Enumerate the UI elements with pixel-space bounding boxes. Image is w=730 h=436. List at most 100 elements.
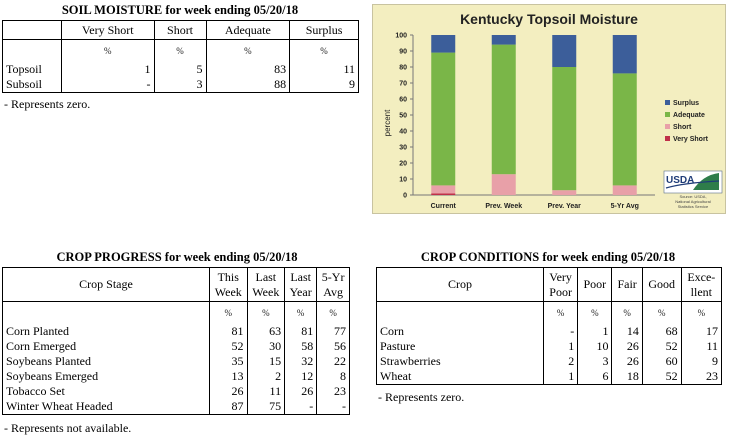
cell: - <box>61 76 155 93</box>
cell: 1 <box>542 368 579 385</box>
topsoil-chart: Kentucky Topsoil Moisture percent 0 10 20 3… <box>372 4 726 214</box>
cell: 5 <box>153 61 207 77</box>
x-tick-label: Current <box>431 203 457 210</box>
crop-stage-header: Crop Stage <box>2 267 210 302</box>
cell: 87 <box>209 398 248 415</box>
y-tick-label: 60 <box>399 97 407 104</box>
col-header: llent <box>690 284 712 299</box>
cell: 1 <box>577 323 613 339</box>
bar-segment-surplus <box>612 35 637 74</box>
row-label: Wheat <box>376 368 544 385</box>
crop-header: Crop <box>376 267 544 302</box>
cell: 52 <box>641 338 682 354</box>
cell: 13 <box>209 368 248 384</box>
col-header: Week <box>252 284 280 299</box>
unit-label: % <box>641 301 682 324</box>
cell: 23 <box>316 383 350 399</box>
bar-segment-surplus <box>491 35 516 45</box>
cell: 8 <box>316 368 350 384</box>
cell: 14 <box>611 323 643 339</box>
unit-label: % <box>577 301 613 324</box>
col-header: Poor <box>577 267 613 302</box>
table-row: Soybeans Planted 35 15 32 22 <box>2 353 350 369</box>
crop-progress-title: CROP PROGRESS for week ending 05/20/18 <box>56 250 298 264</box>
cell: 81 <box>209 323 248 339</box>
soil-note: - Represents zero. <box>4 97 91 111</box>
unit-label: % <box>284 301 318 324</box>
cell: - <box>316 398 350 415</box>
unit-label: % <box>542 301 579 324</box>
cell: 30 <box>246 338 286 354</box>
cell: - <box>542 323 579 339</box>
bar-segment-short <box>431 185 456 194</box>
col-header: Last <box>255 269 277 284</box>
cell: 22 <box>316 353 350 369</box>
y-tick-label: 40 <box>399 129 407 136</box>
y-tick-label: 50 <box>399 113 407 120</box>
row-label: Winter Wheat Headed <box>2 398 210 415</box>
col-header: Exce- <box>687 269 716 284</box>
cell: 9 <box>289 76 359 93</box>
cell: 26 <box>284 383 318 399</box>
topsoil-chart-svg: Kentucky Topsoil Moisture percent 0 10 20 3… <box>383 11 723 210</box>
cell: 11 <box>289 61 359 77</box>
row-label: Tobacco Set <box>2 383 210 399</box>
crop-conditions-title: CROP CONDITIONS for week ending 05/20/18 <box>420 250 676 264</box>
row-label: Soybeans Planted <box>2 353 210 369</box>
bar-segment-very-short <box>431 193 456 195</box>
soil-moisture-title: SOIL MOISTURE for week ending 05/20/18 <box>61 3 299 17</box>
usda-logo: USDA <box>663 170 723 194</box>
cell: 68 <box>641 323 682 339</box>
table-row: Topsoil 1 5 83 11 <box>2 61 359 77</box>
table-row: Tobacco Set 26 11 26 23 <box>2 383 350 399</box>
y-tick-label: 10 <box>399 177 407 184</box>
legend-swatch <box>665 100 670 105</box>
cell: 12 <box>284 368 318 384</box>
cell: 32 <box>284 353 318 369</box>
cell: 2 <box>246 368 286 384</box>
bar-segment-short <box>612 185 637 195</box>
cell: 18 <box>611 368 643 385</box>
cell: 52 <box>641 368 682 385</box>
cell: 26 <box>209 383 248 399</box>
progress-note: - Represents not available. <box>4 421 132 435</box>
crop-conditions-table: Crop Very Poor Poor Fair Good Exce-llent … <box>376 267 723 385</box>
col-header: Fair <box>611 267 643 302</box>
y-tick-label: 90 <box>399 49 407 56</box>
cell: - <box>284 398 318 415</box>
cell: 11 <box>246 383 286 399</box>
col-header: 5-Yr <box>321 269 345 284</box>
soil-col-header: Short <box>153 20 207 40</box>
conditions-note: - Represents zero. <box>378 390 465 404</box>
row-label: Topsoil <box>2 61 62 77</box>
bar-segment-adequate <box>552 67 577 191</box>
col-header: Week <box>214 284 242 299</box>
cell: 1 <box>61 61 155 77</box>
bar-segment-adequate <box>612 73 637 186</box>
table-row: Soybeans Emerged 13 2 12 8 <box>2 368 350 384</box>
cell: 23 <box>680 368 723 385</box>
crop-progress-table: Crop Stage This Week Last Week Last Year 5-… <box>2 267 350 415</box>
unit-label: % <box>289 39 359 62</box>
bar-segment-short <box>552 190 577 195</box>
cell: 83 <box>205 61 291 77</box>
source-line: Statistics Service <box>678 204 709 209</box>
cell: 77 <box>316 323 350 339</box>
soil-moisture-table: Very Short Short Adequate Surplus % % % … <box>2 20 359 93</box>
y-tick-label: 0 <box>403 193 407 200</box>
bar-segment-surplus <box>552 35 577 67</box>
cell: 63 <box>246 323 286 339</box>
col-header: Year <box>289 284 312 299</box>
col-header: Good <box>641 267 682 302</box>
row-label: Pasture <box>376 338 544 354</box>
row-label: Soybeans Emerged <box>2 368 210 384</box>
legend-swatch <box>665 112 670 117</box>
unit-label: % <box>61 39 155 62</box>
bar-segment-surplus <box>431 35 456 53</box>
table-row: Wheat 1 6 18 52 23 <box>376 368 723 385</box>
unit-label: % <box>680 301 723 324</box>
soil-col-header: Surplus <box>289 20 359 40</box>
table-row: Pasture 1 10 26 52 11 <box>376 338 723 354</box>
cell: 3 <box>153 76 207 93</box>
row-label: Strawberries <box>376 353 544 369</box>
